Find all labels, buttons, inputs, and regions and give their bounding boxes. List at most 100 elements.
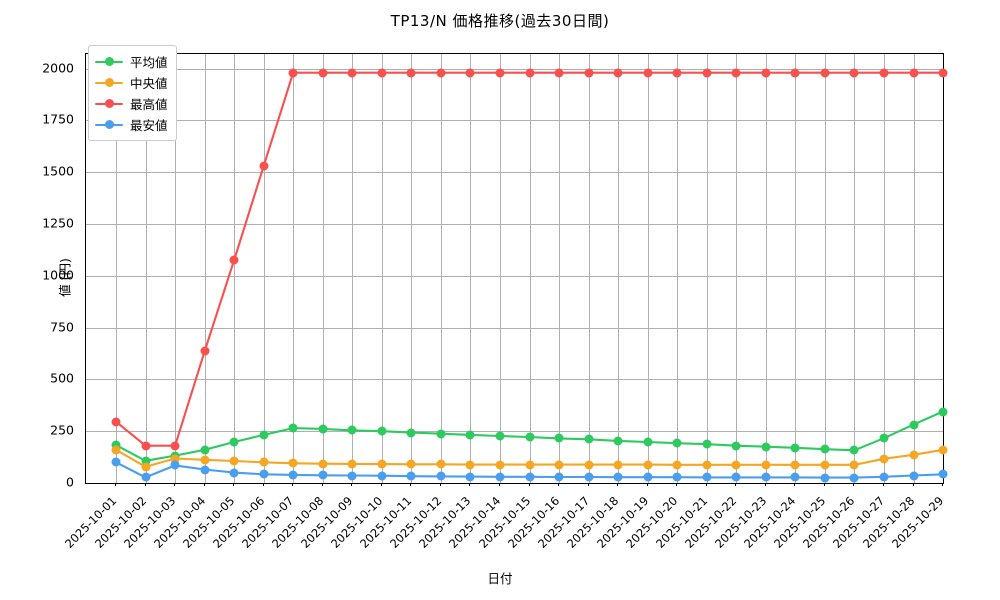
data-point-marker xyxy=(731,441,741,451)
gridline-vertical xyxy=(204,54,206,483)
data-point-marker xyxy=(465,68,475,78)
y-axis-tick-label: 1500 xyxy=(42,163,74,179)
gridline-horizontal xyxy=(86,379,943,381)
gridline-horizontal xyxy=(86,223,943,225)
data-point-marker xyxy=(731,472,741,482)
gridline-horizontal xyxy=(86,68,943,70)
data-point-marker xyxy=(761,68,771,78)
series-markers xyxy=(86,54,948,483)
data-point-marker xyxy=(849,68,859,78)
data-point-marker xyxy=(170,460,180,470)
gridline-vertical xyxy=(293,54,295,483)
x-axis-tick-mark xyxy=(233,482,235,486)
data-point-marker xyxy=(790,443,800,453)
data-point-marker xyxy=(288,423,298,433)
plot-area xyxy=(85,53,948,484)
x-axis-tick-mark xyxy=(262,482,264,486)
data-point-marker xyxy=(318,68,328,78)
x-axis-tick-mark xyxy=(882,482,884,486)
data-point-marker xyxy=(200,346,210,356)
legend-item[interactable]: 最安値 xyxy=(95,114,168,135)
data-point-marker xyxy=(436,471,446,481)
gridline-vertical xyxy=(440,54,442,483)
gridline-vertical xyxy=(913,54,915,483)
gridline-vertical xyxy=(381,54,383,483)
data-point-marker xyxy=(761,460,771,470)
data-point-marker xyxy=(820,460,830,470)
x-axis-tick-mark xyxy=(144,482,146,486)
data-point-marker xyxy=(879,472,889,482)
legend-item[interactable]: 最高値 xyxy=(95,93,168,114)
legend-dot xyxy=(105,99,114,108)
gridline-vertical xyxy=(736,54,738,483)
data-point-marker xyxy=(672,68,682,78)
data-point-marker xyxy=(318,470,328,480)
data-point-marker xyxy=(170,441,180,451)
x-axis-tick-mark xyxy=(410,482,412,486)
y-axis-tick-label: 1750 xyxy=(42,111,74,127)
gridline-horizontal xyxy=(86,172,943,174)
data-point-marker xyxy=(259,161,269,171)
gridline-vertical xyxy=(500,54,501,483)
data-point-marker xyxy=(377,459,387,469)
data-point-marker xyxy=(909,68,918,78)
data-point-marker xyxy=(820,473,830,483)
data-point-marker xyxy=(436,459,446,469)
x-axis-tick-mark xyxy=(587,482,589,486)
gridline-horizontal xyxy=(86,275,943,277)
gridline-vertical xyxy=(175,54,177,483)
data-point-marker xyxy=(465,430,475,440)
data-point-marker xyxy=(377,68,387,78)
data-point-marker xyxy=(909,471,918,480)
data-point-marker xyxy=(465,472,475,482)
data-point-marker xyxy=(554,472,564,482)
legend-item[interactable]: 中央値 xyxy=(95,72,168,93)
data-point-marker xyxy=(318,459,328,469)
data-point-marker xyxy=(672,438,682,448)
y-axis-tick-label: 1250 xyxy=(42,215,74,231)
legend-dot xyxy=(105,78,114,87)
data-point-marker xyxy=(406,471,416,481)
legend-swatch-icon xyxy=(95,98,123,110)
x-axis-tick-mark xyxy=(558,482,559,486)
gridline-vertical xyxy=(116,54,117,483)
data-point-marker xyxy=(761,472,771,482)
x-axis-tick-mark xyxy=(646,482,648,486)
x-axis-tick-mark xyxy=(499,482,500,486)
data-point-marker xyxy=(111,445,121,455)
data-point-marker xyxy=(672,460,682,470)
data-point-marker xyxy=(790,460,800,470)
data-point-marker xyxy=(229,468,239,478)
x-axis-tick-mark xyxy=(439,482,441,486)
data-point-marker xyxy=(731,68,741,78)
gridline-vertical xyxy=(588,54,590,483)
gridline-horizontal xyxy=(86,120,943,122)
gridline-vertical xyxy=(795,54,797,483)
gridline-vertical xyxy=(234,54,236,483)
data-point-marker xyxy=(406,68,416,78)
gridline-vertical xyxy=(322,54,324,483)
y-axis-tick-label: 500 xyxy=(50,370,74,386)
legend-swatch-icon xyxy=(95,119,123,131)
data-point-marker xyxy=(909,450,918,460)
legend-item[interactable]: 平均値 xyxy=(95,51,168,72)
data-point-marker xyxy=(554,68,564,78)
data-point-marker xyxy=(436,429,446,439)
chart-legend[interactable]: 平均値 中央値 最高値 最安値 xyxy=(88,45,177,141)
gridline-vertical xyxy=(263,54,265,483)
data-point-marker xyxy=(849,445,859,455)
data-point-marker xyxy=(495,460,505,470)
data-point-marker xyxy=(229,255,239,265)
data-point-marker xyxy=(849,473,859,483)
data-point-marker xyxy=(643,68,653,78)
data-point-marker xyxy=(584,472,594,482)
y-axis-tick-label: 1000 xyxy=(42,267,74,283)
gridline-vertical xyxy=(647,54,649,483)
x-axis-tick-mark xyxy=(735,482,737,486)
data-point-marker xyxy=(200,455,210,465)
gridline-vertical xyxy=(706,54,708,483)
y-axis-tick-label: 2000 xyxy=(42,60,74,75)
y-axis-tick-label: 0 xyxy=(66,474,74,490)
data-point-marker xyxy=(141,441,150,451)
